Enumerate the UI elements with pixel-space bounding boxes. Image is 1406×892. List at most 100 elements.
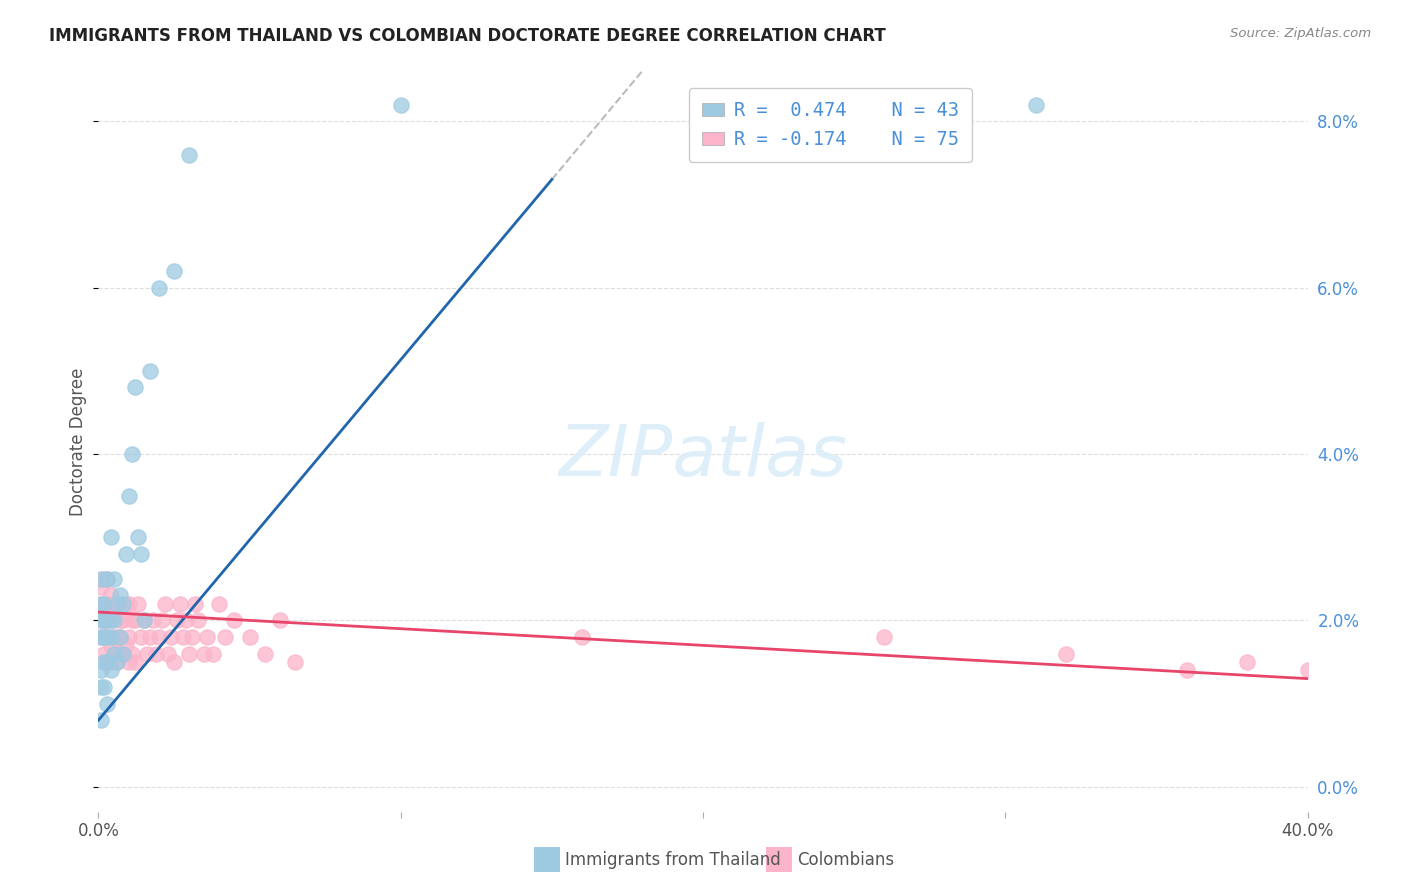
- Point: [108, 614, 131, 628]
- Point: [108, 630, 131, 644]
- Point: [111, 647, 134, 661]
- Point: [187, 614, 209, 628]
- Point: [103, 647, 125, 661]
- Point: [284, 655, 307, 669]
- Point: [163, 264, 186, 278]
- Point: [179, 647, 201, 661]
- Point: [174, 614, 197, 628]
- Point: [96, 614, 118, 628]
- Point: [100, 630, 122, 644]
- Point: [118, 597, 141, 611]
- Point: [100, 530, 122, 544]
- Point: [93, 630, 115, 644]
- Point: [139, 364, 162, 378]
- Point: [103, 597, 125, 611]
- Point: [103, 630, 125, 644]
- Point: [202, 647, 225, 661]
- Point: [1296, 663, 1319, 677]
- Point: [90, 597, 112, 611]
- Point: [90, 597, 112, 611]
- Point: [100, 638, 122, 652]
- Point: [1054, 647, 1077, 661]
- Point: [96, 572, 118, 586]
- Point: [127, 530, 149, 544]
- Point: [873, 630, 896, 644]
- Point: [160, 630, 183, 644]
- Point: [118, 489, 141, 503]
- Point: [100, 663, 122, 677]
- Point: [145, 647, 167, 661]
- Point: [1024, 97, 1046, 112]
- Legend: R =  0.474    N = 43, R = -0.174    N = 75: R = 0.474 N = 43, R = -0.174 N = 75: [689, 88, 972, 161]
- Point: [96, 697, 118, 711]
- Point: [93, 572, 115, 586]
- Point: [163, 655, 186, 669]
- Point: [96, 630, 118, 644]
- Point: [121, 647, 143, 661]
- Point: [108, 630, 131, 644]
- Point: [169, 597, 191, 611]
- Point: [111, 647, 134, 661]
- Point: [90, 713, 112, 727]
- Point: [96, 572, 118, 586]
- Point: [90, 614, 112, 628]
- Point: [105, 655, 128, 669]
- Point: [90, 663, 112, 677]
- Point: [96, 630, 118, 644]
- Point: [184, 597, 207, 611]
- Point: [193, 647, 215, 661]
- Point: [150, 614, 173, 628]
- Point: [93, 614, 115, 628]
- Point: [105, 655, 128, 669]
- Point: [90, 580, 112, 594]
- Point: [114, 547, 136, 561]
- Point: [132, 614, 155, 628]
- Point: [148, 280, 170, 294]
- Point: [105, 630, 128, 644]
- Point: [100, 589, 122, 603]
- Point: [90, 680, 112, 694]
- Point: [93, 647, 115, 661]
- Point: [124, 380, 146, 394]
- Point: [93, 655, 115, 669]
- Point: [96, 614, 118, 628]
- Point: [127, 597, 149, 611]
- Point: [1236, 655, 1258, 669]
- Point: [135, 647, 157, 661]
- Point: [195, 630, 218, 644]
- Point: [156, 647, 179, 661]
- Point: [96, 597, 118, 611]
- Text: Colombians: Colombians: [797, 851, 894, 869]
- Point: [96, 655, 118, 669]
- Point: [132, 614, 155, 628]
- Point: [124, 614, 146, 628]
- Point: [96, 655, 118, 669]
- Point: [105, 597, 128, 611]
- Point: [139, 630, 162, 644]
- Point: [100, 614, 122, 628]
- Point: [121, 614, 143, 628]
- Point: [90, 630, 112, 644]
- Point: [124, 655, 146, 669]
- Point: [148, 630, 170, 644]
- Point: [111, 614, 134, 628]
- Point: [105, 597, 128, 611]
- Point: [118, 630, 141, 644]
- Point: [103, 614, 125, 628]
- Point: [103, 647, 125, 661]
- Point: [114, 597, 136, 611]
- Point: [103, 572, 125, 586]
- Point: [239, 630, 262, 644]
- Point: [111, 597, 134, 611]
- Point: [100, 655, 122, 669]
- Text: IMMIGRANTS FROM THAILAND VS COLOMBIAN DOCTORATE DEGREE CORRELATION CHART: IMMIGRANTS FROM THAILAND VS COLOMBIAN DO…: [49, 27, 886, 45]
- Point: [93, 630, 115, 644]
- Point: [90, 630, 112, 644]
- Point: [166, 614, 188, 628]
- Text: ZIPatlas: ZIPatlas: [558, 422, 848, 491]
- Point: [90, 572, 112, 586]
- Point: [93, 614, 115, 628]
- Text: Source: ZipAtlas.com: Source: ZipAtlas.com: [1230, 27, 1371, 40]
- Point: [172, 630, 194, 644]
- Point: [153, 597, 176, 611]
